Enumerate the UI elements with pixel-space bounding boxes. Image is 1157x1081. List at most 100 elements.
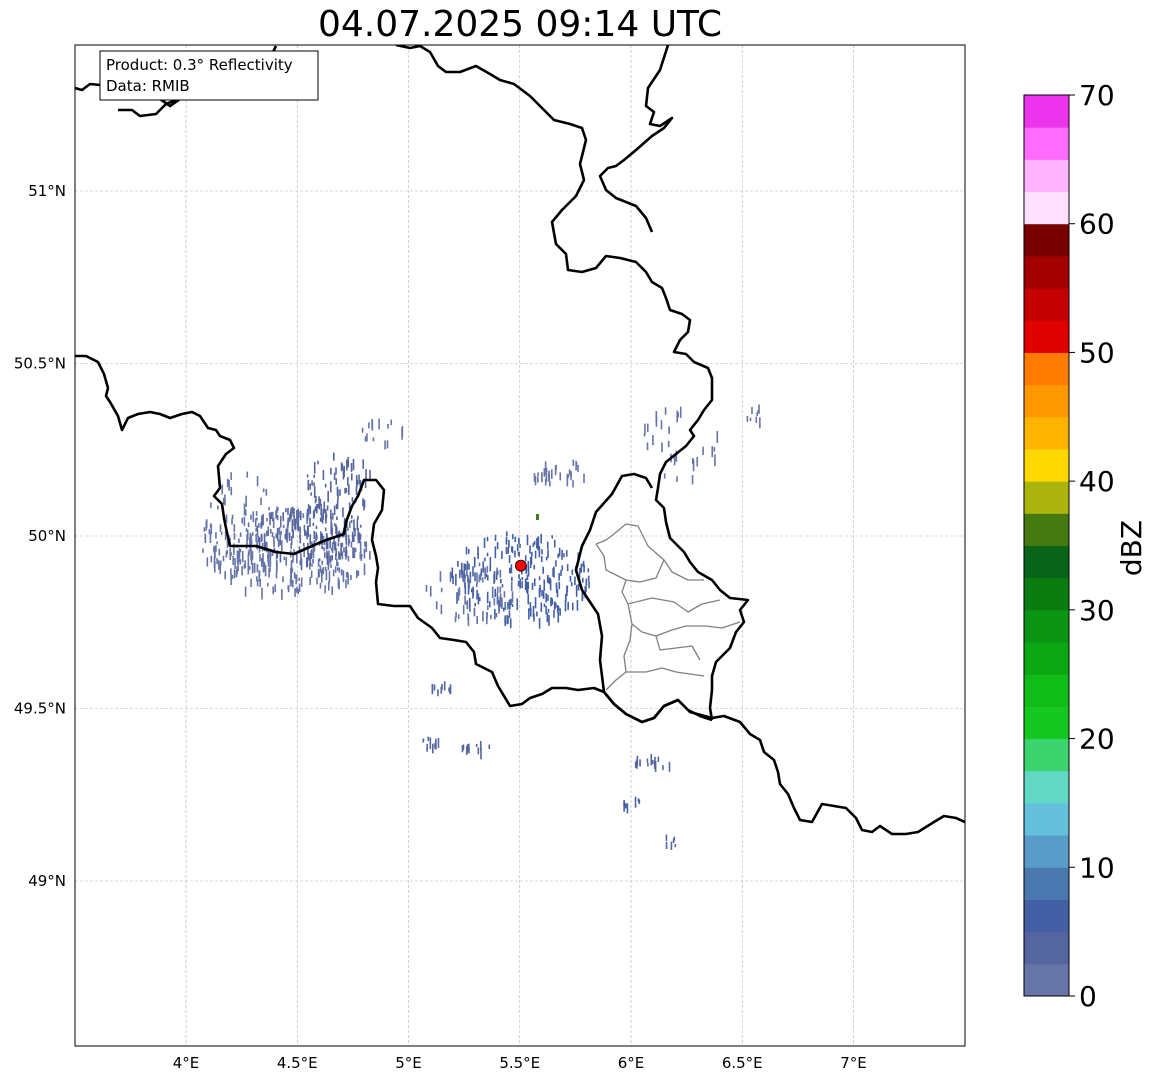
echo-pixel [311,480,313,486]
echo-pixel [530,556,533,565]
echo-pixel [673,454,676,466]
echo-pixel [256,529,259,536]
map-frame [74,44,966,1047]
echo-pixel [278,527,281,535]
echo-pixel [583,564,585,573]
echo-pixel [317,559,320,567]
echo-pixel [208,529,211,535]
echo-pixel [260,515,263,527]
echo-pixel [275,510,277,519]
echo-pixel [480,747,482,760]
echo-pixel [276,532,279,541]
echo-pixel [247,564,250,575]
echo-pixel [288,513,291,522]
echo-pixel [440,686,443,694]
echo-pixel [317,568,320,578]
echo-pixel [324,566,327,571]
echo-pixel [537,476,539,483]
echo-pixel [475,743,478,748]
echo-pixel [476,615,478,625]
echo-pixel [310,549,313,556]
echo-pixel [358,474,360,485]
echo-pixel [257,523,260,528]
echo-pixel [486,566,489,573]
echo-pixel [676,410,679,423]
echo-pixel [566,564,569,572]
echo-pixel [494,608,496,620]
echo-pixel [634,796,637,803]
echo-pixel [270,528,272,534]
echo-pixel [320,503,322,515]
echo-pixel [333,472,336,480]
echo-pixel [234,558,236,570]
echo-pixel [545,593,547,603]
echo-pixel [356,519,359,531]
echo-pixel [494,546,497,559]
echo-pixel [527,594,530,605]
echo-pixel [323,501,326,514]
echo-pixel [230,486,233,496]
info-box: Product: 0.3° Reflectivity Data: RMIB [99,50,319,101]
echo-pixel [335,467,337,475]
echo-pixel [248,566,251,570]
echo-pixel [224,494,226,506]
colorbar-tick-label: 50 [1079,336,1115,369]
border-france-belgium [75,354,605,708]
echo-pixel [692,459,695,472]
echo-pixel [468,743,470,751]
echo-pixel [315,525,318,529]
echo-pixel [268,567,270,578]
echo-pixel [443,681,446,691]
echo-pixel [539,584,541,593]
echo-pixel [305,558,308,568]
echo-pixel [570,582,573,587]
echo-pixel [511,546,513,552]
echo-pixel [355,486,358,495]
echo-pixel [253,562,256,573]
echo-pixel [341,463,344,470]
echo-pixel [343,465,345,477]
echo-pixel [256,525,258,532]
echo-pixel [465,546,468,555]
echo-pixel [239,548,242,553]
echo-pixel [536,514,539,520]
echo-pixel [505,539,508,545]
radar-site-marker[interactable] [514,559,527,572]
echo-pixel [329,555,332,564]
echo-pixel [255,533,257,543]
echo-pixel [646,442,649,451]
echo-pixel [306,533,308,540]
echo-pixel [496,542,499,550]
echo-pixel [543,579,546,591]
border-netherlands-germany [395,45,750,721]
echo-pixel [219,524,222,532]
echo-pixel [292,552,294,563]
echo-pixel [292,530,294,539]
echo-pixel [337,543,340,547]
echo-pixel [487,575,489,581]
echo-pixel [507,616,509,624]
echo-pixel [582,577,584,583]
echo-pixel [293,572,296,579]
echo-pixel [209,523,212,528]
echo-pixel [386,440,389,449]
echo-pixel [401,427,403,440]
echo-pixel [364,477,367,489]
echo-pixel [350,519,353,523]
echo-pixel [267,526,270,536]
echo-pixel [503,591,506,598]
echo-pixel [538,590,541,596]
echo-pixel [286,535,289,543]
echo-pixel [326,552,329,558]
echo-pixel [250,514,252,520]
echo-pixel [463,577,466,588]
echo-pixel [291,524,294,532]
echo-pixel [440,604,443,615]
echo-pixel [222,497,225,505]
echo-pixel [587,568,590,573]
echo-pixel [245,528,248,532]
lon-tick-label: 7°E [840,1054,867,1072]
echo-pixel [449,571,452,582]
echo-pixel [255,511,258,516]
echo-pixel [272,517,275,529]
